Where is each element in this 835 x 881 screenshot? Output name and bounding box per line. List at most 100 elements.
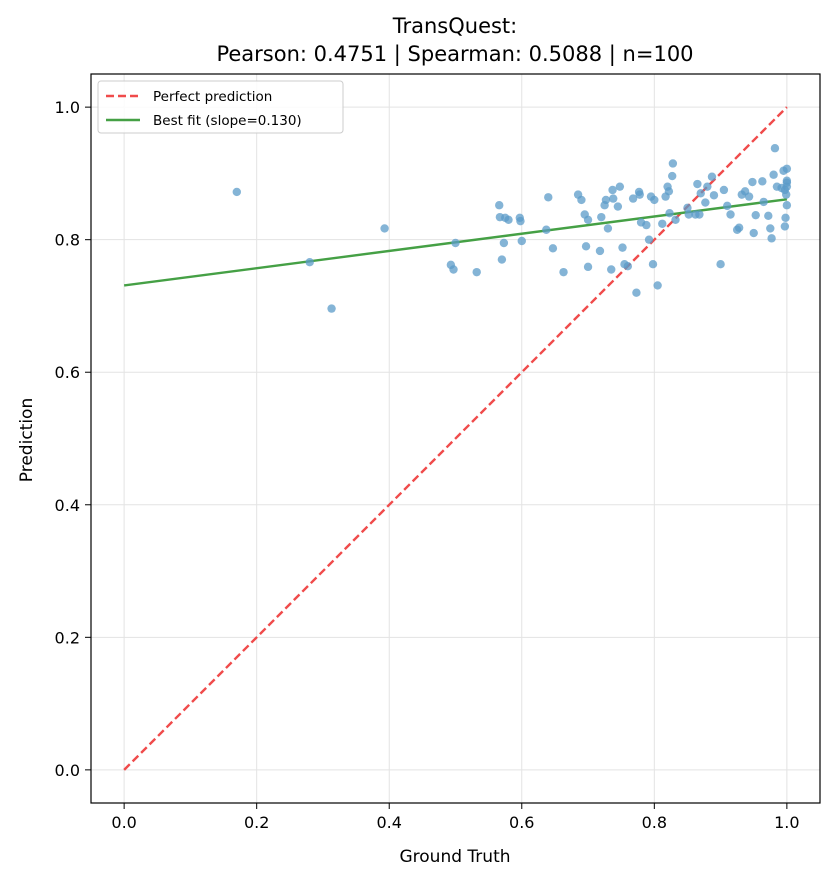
data-point — [504, 215, 513, 224]
data-point — [782, 164, 792, 173]
x-axis-label: Ground Truth — [399, 847, 510, 867]
data-point — [658, 219, 667, 228]
data-point — [544, 193, 553, 202]
data-point — [665, 208, 674, 218]
axis-ticks: 0.0 0.2 0.4 0.6 0.8 1.0 0.0 0.2 0.4 0.6 0.8 1.0 — [55, 98, 800, 832]
data-point — [650, 195, 659, 205]
data-point — [499, 238, 509, 248]
x-tick-label: 0.8 — [642, 813, 667, 832]
data-point — [767, 234, 776, 243]
y-tick-label: 0.8 — [55, 231, 80, 250]
legend-box — [97, 80, 344, 134]
data-point — [327, 304, 336, 313]
data-point — [709, 191, 719, 200]
chart-title-line1: TransQuest: — [392, 14, 518, 38]
data-point — [759, 197, 768, 207]
data-point — [603, 224, 613, 233]
data-point — [693, 179, 702, 189]
data-point — [648, 260, 658, 269]
data-point — [516, 216, 525, 226]
data-point — [305, 258, 314, 267]
data-point — [668, 171, 677, 181]
data-point — [472, 267, 481, 277]
data-point — [628, 194, 638, 203]
data-point — [632, 288, 641, 297]
data-point — [726, 210, 735, 219]
data-point — [671, 215, 680, 224]
data-point — [770, 144, 780, 153]
data-point — [758, 177, 767, 186]
data-point — [748, 177, 757, 187]
data-point — [723, 201, 732, 211]
data-point — [595, 246, 605, 256]
data-point — [707, 172, 717, 181]
data-point — [664, 187, 674, 196]
data-point — [623, 261, 633, 271]
data-point — [749, 228, 758, 238]
data-point — [782, 201, 792, 210]
data-point — [607, 265, 616, 274]
data-point — [781, 213, 790, 223]
x-tick-label: 0.0 — [111, 813, 136, 832]
data-point — [542, 225, 551, 234]
y-tick-label: 0.4 — [55, 496, 80, 515]
data-point — [684, 210, 693, 219]
data-point — [559, 267, 568, 277]
data-point — [517, 236, 526, 246]
data-point — [703, 182, 712, 191]
x-tick-label: 0.6 — [509, 813, 534, 832]
data-point — [769, 170, 778, 179]
legend-perfect-label: Perfect prediction — [153, 89, 272, 105]
data-point — [644, 235, 654, 244]
data-point — [696, 189, 705, 198]
plot-frame — [90, 73, 821, 804]
data-point — [618, 243, 627, 252]
data-point — [653, 281, 662, 290]
data-points — [232, 144, 792, 313]
x-tick-label: 1.0 — [774, 813, 799, 832]
data-point — [719, 185, 729, 195]
data-point — [764, 211, 773, 221]
data-point — [766, 224, 775, 233]
x-tick-label: 0.2 — [244, 813, 269, 832]
data-point — [780, 222, 790, 231]
x-tick-label: 0.4 — [377, 813, 402, 832]
data-point — [701, 198, 710, 207]
data-point — [577, 195, 586, 205]
data-point — [695, 210, 704, 219]
y-tick-label: 0.2 — [55, 628, 80, 647]
y-tick-label: 0.0 — [55, 761, 80, 780]
data-point — [232, 187, 241, 197]
y-tick-label: 0.6 — [55, 363, 80, 382]
data-point — [583, 262, 593, 272]
y-tick-label: 1.0 — [55, 98, 80, 117]
data-point — [497, 255, 507, 264]
data-point — [581, 242, 591, 251]
data-point — [635, 190, 644, 199]
data-point — [495, 201, 504, 210]
data-point — [716, 260, 725, 269]
data-point — [451, 238, 460, 248]
data-point — [548, 244, 558, 253]
data-point — [782, 178, 792, 187]
data-point — [583, 215, 593, 224]
y-axis-label: Prediction — [17, 398, 37, 482]
data-point — [668, 159, 678, 168]
data-point — [734, 223, 744, 232]
data-point — [782, 190, 791, 199]
data-point — [642, 220, 651, 230]
data-point — [449, 265, 458, 274]
data-point — [608, 185, 617, 195]
data-point — [609, 194, 618, 203]
data-point — [380, 224, 389, 233]
legend-fit-label: Best fit (slope=0.130) — [153, 113, 302, 129]
data-point — [615, 182, 625, 191]
data-point — [751, 210, 760, 220]
data-point — [601, 195, 611, 205]
legend: Perfect prediction Best fit (slope=0.130… — [97, 80, 344, 134]
data-point — [613, 202, 623, 211]
data-point — [744, 192, 754, 201]
chart-title-line2: Pearson: 0.4751 | Spearman: 0.5088 | n=1… — [216, 42, 693, 67]
data-point — [597, 212, 606, 222]
